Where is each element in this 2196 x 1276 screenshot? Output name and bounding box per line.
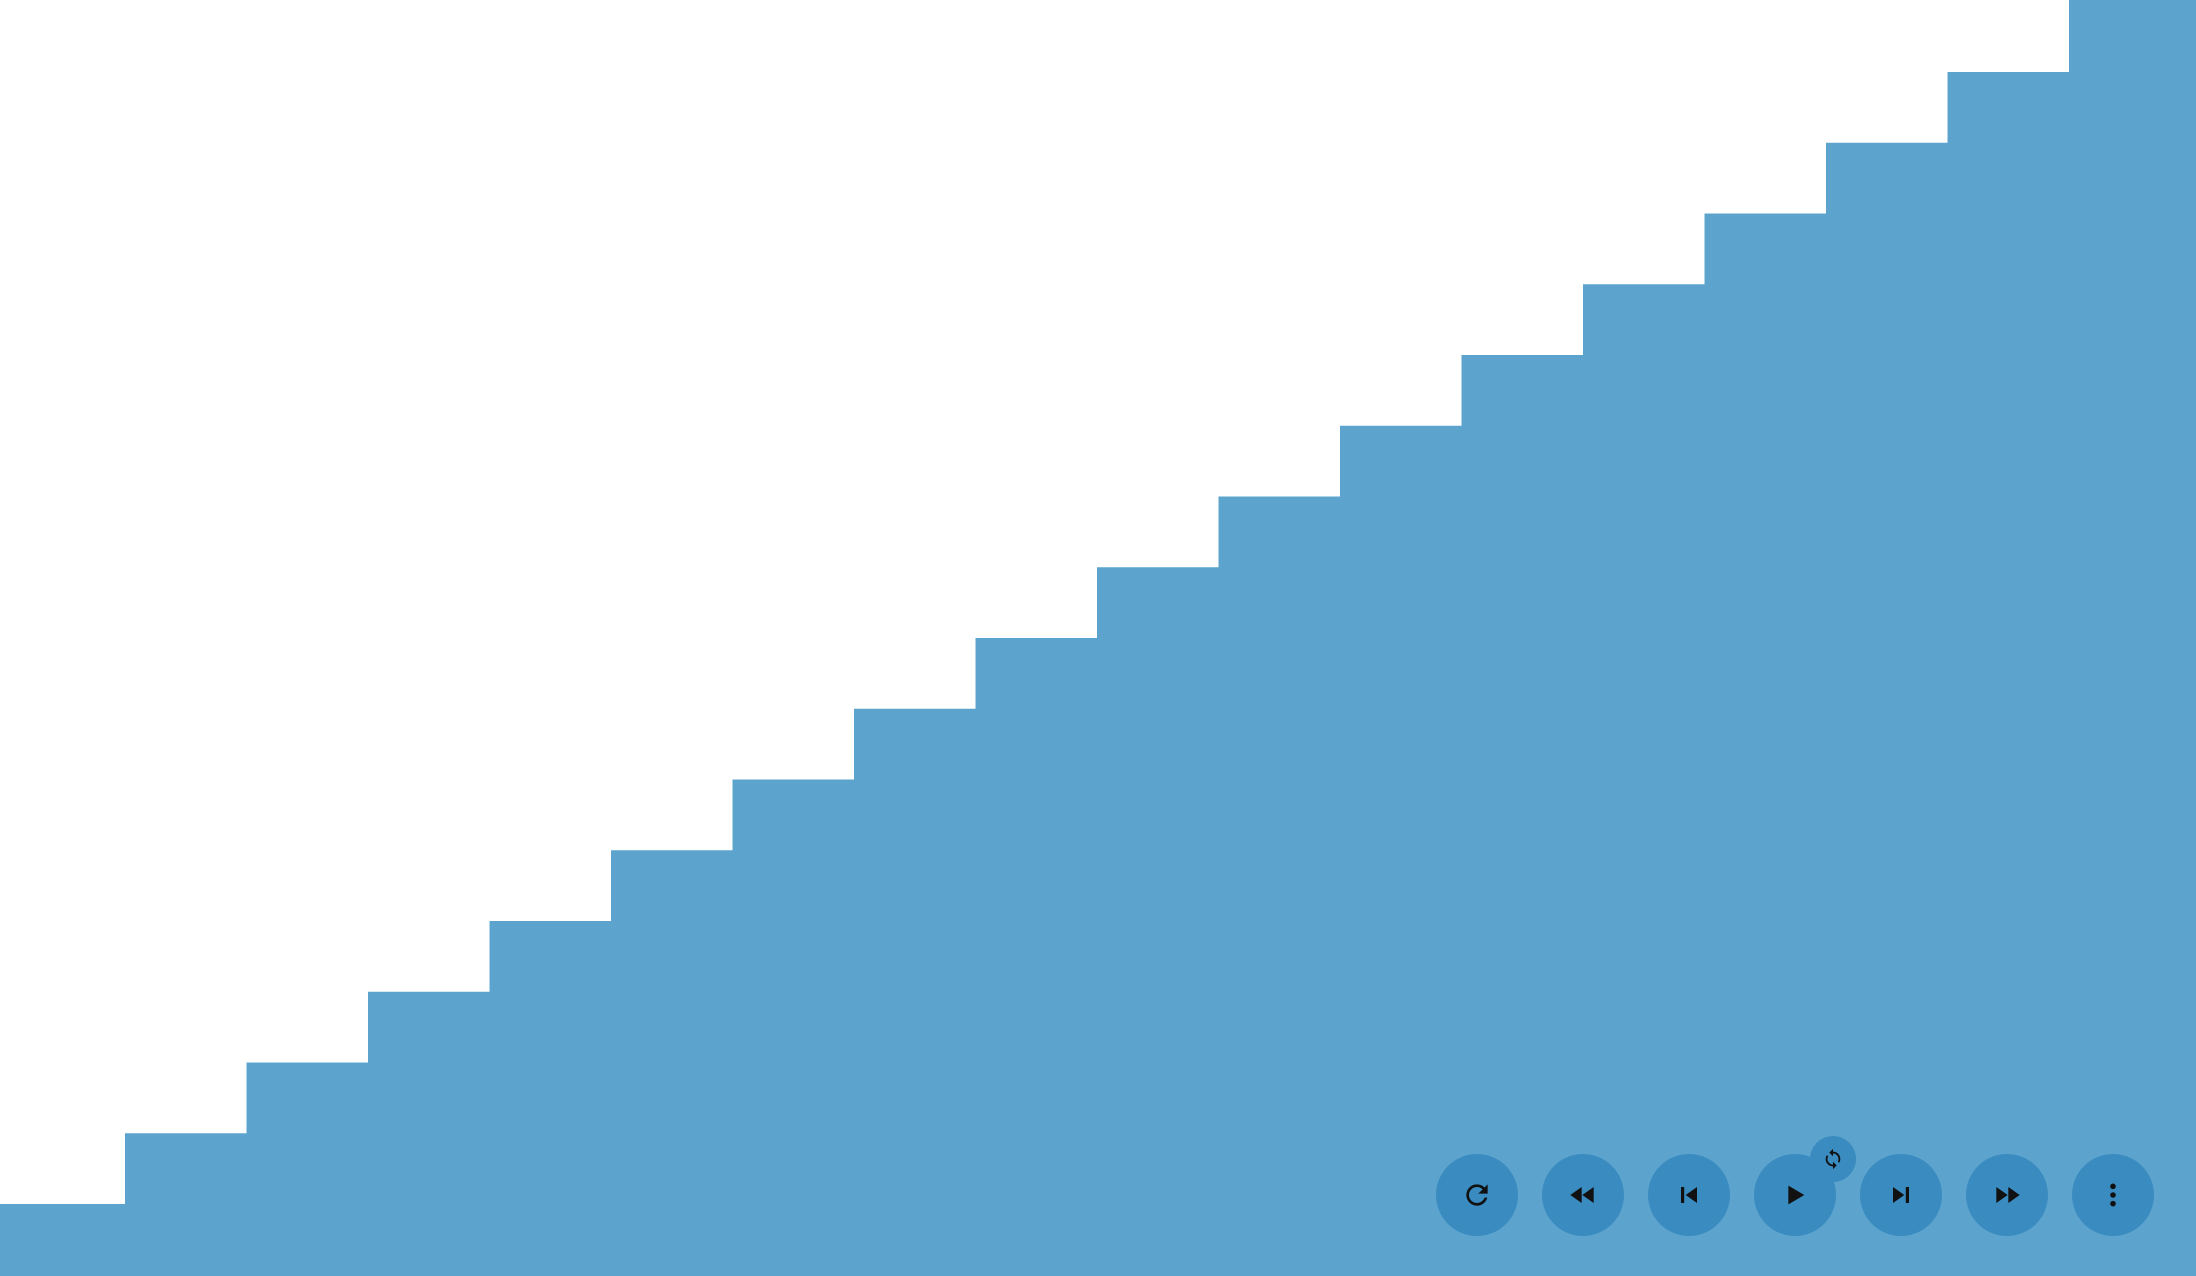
loop-toggle-button[interactable] — [1810, 1136, 1856, 1182]
loop-icon — [1822, 1148, 1844, 1170]
skip-previous-icon — [1673, 1179, 1705, 1211]
more-vertical-icon — [2097, 1179, 2129, 1211]
rewind-icon — [1567, 1179, 1599, 1211]
fast-forward-button[interactable] — [1966, 1154, 2048, 1236]
redo-icon — [1461, 1179, 1493, 1211]
step-forward-button[interactable] — [1860, 1154, 1942, 1236]
more-options-button[interactable] — [2072, 1154, 2154, 1236]
fast-forward-icon — [1991, 1179, 2023, 1211]
play-icon — [1779, 1179, 1811, 1211]
step-back-button[interactable] — [1648, 1154, 1730, 1236]
reset-button[interactable] — [1436, 1154, 1518, 1236]
skip-next-icon — [1885, 1179, 1917, 1211]
rewind-button[interactable] — [1542, 1154, 1624, 1236]
playback-controls — [1436, 1136, 2154, 1236]
